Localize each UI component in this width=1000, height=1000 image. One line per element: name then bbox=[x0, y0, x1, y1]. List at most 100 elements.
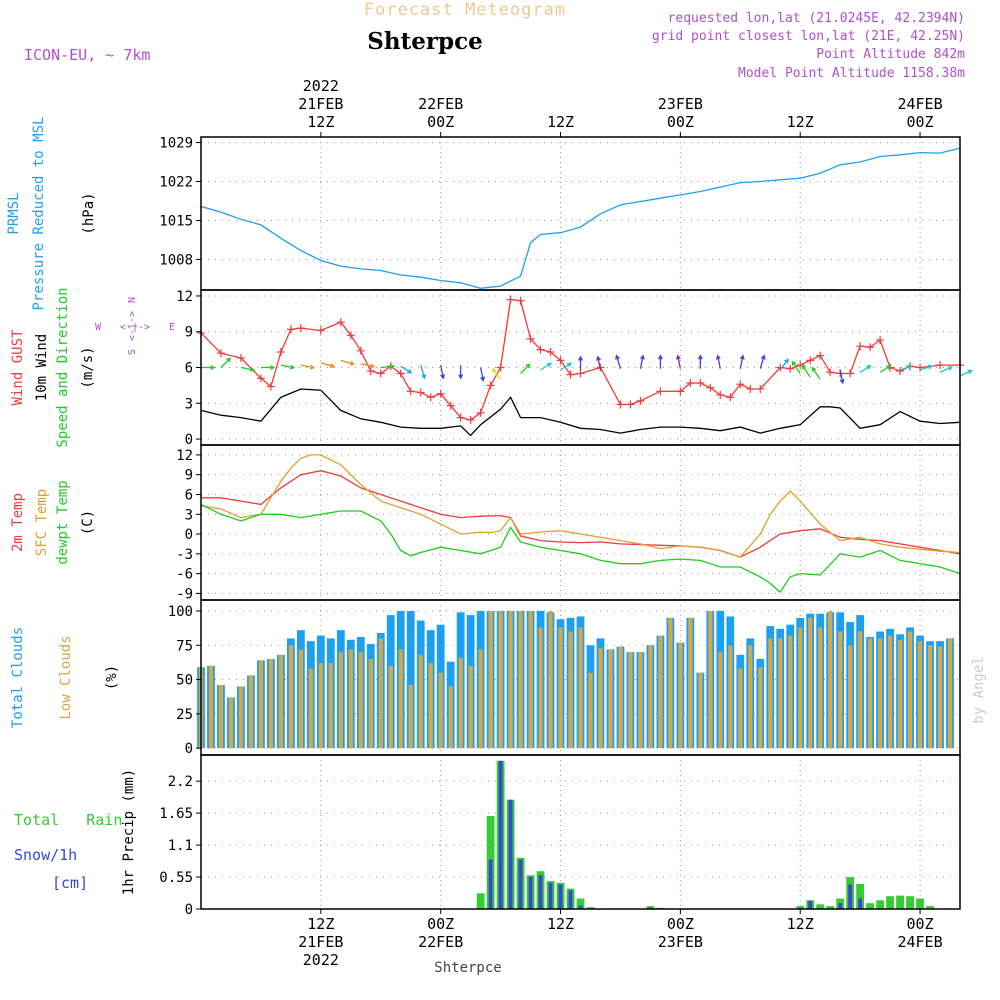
bar-low-clouds bbox=[618, 646, 623, 749]
bar-low-clouds bbox=[768, 638, 773, 749]
gust-marker bbox=[356, 346, 365, 355]
gust-marker bbox=[736, 380, 745, 389]
compass-vertical-arrows: <-|-> bbox=[127, 311, 138, 341]
time-label-top: 23FEB bbox=[658, 95, 703, 113]
y-tick-label: 1022 bbox=[159, 175, 193, 191]
gust-marker bbox=[506, 295, 515, 304]
bar-low-clouds bbox=[678, 642, 683, 749]
y-tick-label: 1029 bbox=[159, 136, 193, 152]
wind-direction-arrow bbox=[260, 365, 276, 370]
y-axis-label: Low Clouds bbox=[58, 635, 74, 719]
bar-total-rain bbox=[826, 906, 835, 909]
y-tick-label: 3 bbox=[185, 507, 193, 523]
footer-location: Shterpce bbox=[434, 960, 501, 976]
wind-direction-arrow bbox=[657, 354, 663, 369]
wind-direction-arrow bbox=[759, 354, 766, 369]
bar-low-clouds bbox=[388, 665, 393, 749]
credit-label: by Angel bbox=[971, 656, 987, 723]
bar-low-clouds bbox=[728, 645, 733, 749]
y-tick-label: 25 bbox=[176, 707, 193, 723]
bar-low-clouds bbox=[758, 667, 763, 749]
y-tick-label: 1.1 bbox=[168, 838, 193, 854]
gust-marker bbox=[616, 400, 625, 409]
bar-low-clouds bbox=[917, 641, 923, 749]
time-label-bottom: 12Z bbox=[547, 915, 574, 933]
bar-snow-1h bbox=[508, 799, 513, 909]
bar-low-clouds bbox=[718, 652, 723, 749]
y-tick-label: 12 bbox=[176, 448, 193, 464]
wind-direction-arrow bbox=[715, 354, 721, 369]
y-axis-label: (%) bbox=[104, 665, 120, 690]
bar-low-clouds bbox=[927, 645, 933, 749]
y-tick-label: 0 bbox=[185, 432, 193, 448]
gust-marker bbox=[316, 326, 325, 335]
bar-low-clouds bbox=[468, 665, 473, 749]
bar-low-clouds bbox=[278, 654, 283, 749]
y-tick-label: 1015 bbox=[159, 213, 193, 229]
gust-marker bbox=[526, 334, 535, 343]
bar-low-clouds bbox=[238, 686, 244, 749]
bar-low-clouds bbox=[828, 610, 833, 749]
bar-low-clouds bbox=[328, 663, 333, 749]
bar-low-clouds bbox=[798, 627, 803, 749]
bar-low-clouds bbox=[268, 658, 274, 749]
gust-marker bbox=[756, 384, 765, 393]
point-altitude: Point Altitude 842m bbox=[816, 47, 965, 62]
wind-direction-arrow bbox=[300, 364, 316, 370]
gust-marker bbox=[476, 408, 485, 417]
bar-low-clouds bbox=[628, 652, 633, 749]
bar-total-rain bbox=[906, 896, 914, 909]
wind-direction-arrow bbox=[420, 364, 427, 380]
bar-low-clouds bbox=[378, 638, 383, 749]
time-label-bottom: 24FEB bbox=[897, 933, 942, 951]
bar-low-clouds bbox=[408, 685, 413, 749]
bar-low-clouds bbox=[248, 675, 254, 749]
y-axis-label: Pressure Reduced to MSL bbox=[31, 117, 47, 311]
bar-low-clouds bbox=[947, 638, 953, 749]
bar-total-rain bbox=[916, 898, 924, 909]
gust-marker bbox=[676, 387, 685, 396]
y-axis-label: 1hr Precip (mm) bbox=[121, 769, 137, 895]
wind-direction-arrow bbox=[340, 359, 356, 366]
panel-frame bbox=[200, 444, 961, 601]
y-tick-label: 2.2 bbox=[168, 774, 193, 790]
bar-snow-1h bbox=[568, 890, 573, 909]
gust-marker bbox=[686, 379, 695, 387]
time-label-top: 12Z bbox=[787, 113, 814, 131]
gust-marker bbox=[426, 393, 435, 402]
y-tick-label: 75 bbox=[176, 638, 193, 654]
bar-low-clouds bbox=[508, 610, 513, 749]
time-label-top: 2022 bbox=[303, 77, 339, 95]
wind-direction-arrow bbox=[739, 354, 745, 369]
wind-direction-arrow bbox=[839, 369, 845, 385]
bar-low-clouds bbox=[558, 627, 563, 749]
y-tick-label: 3 bbox=[185, 396, 193, 412]
bar-total-rain bbox=[586, 907, 595, 909]
time-label-top: 22FEB bbox=[418, 95, 463, 113]
time-label-top: 12Z bbox=[547, 113, 574, 131]
time-label-bottom: 00Z bbox=[667, 915, 694, 933]
bar-low-clouds bbox=[598, 648, 603, 749]
bar-low-clouds bbox=[528, 610, 533, 749]
bar-low-clouds bbox=[937, 646, 943, 749]
bar-low-clouds bbox=[338, 652, 343, 749]
gust-marker bbox=[446, 401, 455, 410]
bar-low-clouds bbox=[708, 610, 713, 749]
requested-coordinates: requested lon,lat (21.0245E, 42.2394N) bbox=[668, 11, 965, 26]
bar-low-clouds bbox=[368, 658, 373, 749]
bar-snow-1h bbox=[558, 884, 563, 909]
gust-marker bbox=[346, 331, 355, 340]
wind-direction-arrow bbox=[859, 365, 872, 373]
bar-low-clouds bbox=[498, 610, 503, 749]
gust-marker bbox=[626, 400, 635, 409]
gust-marker bbox=[456, 413, 465, 422]
gust-marker bbox=[566, 370, 575, 379]
bar-low-clouds bbox=[348, 649, 353, 749]
bar-snow-1h bbox=[518, 859, 523, 909]
bar-low-clouds bbox=[588, 672, 593, 749]
y-tick-label: 6 bbox=[185, 361, 193, 377]
gust-marker bbox=[576, 369, 585, 378]
y-axis-label: (hPa) bbox=[81, 192, 97, 234]
y-tick-label: -9 bbox=[176, 586, 193, 602]
